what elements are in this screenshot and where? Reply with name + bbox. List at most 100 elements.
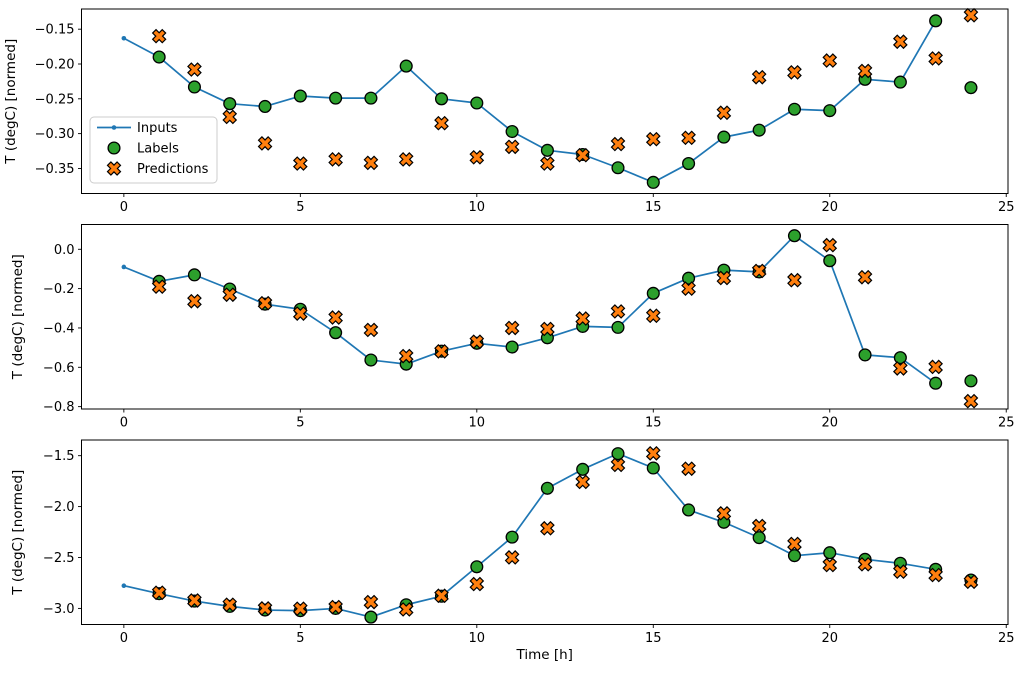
- subplot-1: −0.15 −0.20 −0.25 −0.30 −0.35 0 5 10 15 20 25 T (de…: [3, 7, 1015, 215]
- prediction-x-marker: [328, 599, 343, 615]
- label-circle-marker: [717, 130, 731, 144]
- y-tick-label: −0.20: [35, 58, 75, 73]
- inputs-line-series: [121, 233, 938, 386]
- prediction-x-marker: [857, 63, 873, 79]
- label-circle-marker: [787, 229, 802, 243]
- x-tick-label: 15: [645, 416, 662, 431]
- y-tick-label: −3.0: [43, 602, 75, 617]
- inputs-dot-marker: [121, 583, 127, 589]
- labels-series: [152, 229, 978, 390]
- prediction-x-marker: [540, 321, 555, 337]
- label-circle-marker: [399, 59, 413, 73]
- prediction-x-marker: [434, 344, 449, 359]
- y-tick-label: −2.5: [43, 551, 75, 566]
- label-circle-marker: [929, 376, 943, 390]
- label-circle-marker: [576, 462, 590, 476]
- axes-frame: [81, 8, 1009, 194]
- label-circle-marker: [505, 340, 519, 354]
- prediction-x-marker: [504, 550, 520, 565]
- y-axis-label: T (degC) [normed]: [10, 254, 26, 380]
- label-circle-marker: [964, 81, 978, 95]
- x-tick-label: 5: [296, 631, 304, 646]
- prediction-x-marker: [928, 359, 943, 375]
- label-circle-marker: [364, 91, 378, 105]
- prediction-x-marker: [257, 136, 273, 151]
- label-circle-marker: [787, 549, 802, 563]
- y-axis-label: T (degC) [normed]: [3, 39, 19, 165]
- x-tick-label: 15: [645, 631, 662, 646]
- prediction-x-marker: [540, 156, 555, 171]
- legend: Inputs Labels Predictions: [89, 116, 218, 184]
- legend-item-label: Labels: [137, 142, 179, 157]
- x-tick-label: 15: [645, 200, 662, 215]
- label-circle-marker: [682, 271, 696, 285]
- prediction-x-marker: [892, 564, 908, 580]
- label-circle-marker: [646, 286, 660, 300]
- x-axis-label: Time [h]: [516, 647, 573, 663]
- label-circle-marker: [540, 143, 554, 157]
- prediction-x-marker: [434, 588, 449, 604]
- axes-frame: [81, 439, 1009, 625]
- x-tick-label: 20: [821, 200, 838, 215]
- prediction-x-marker: [222, 597, 238, 613]
- prediction-x-marker: [257, 601, 273, 616]
- label-circle-marker: [293, 89, 307, 103]
- y-tick-label: −0.35: [35, 162, 75, 177]
- prediction-x-marker: [151, 28, 167, 44]
- label-circle-marker: [364, 610, 378, 624]
- prediction-x-marker: [434, 115, 449, 131]
- prediction-x-marker: [892, 361, 908, 376]
- x-tick-label: 25: [998, 631, 1015, 646]
- prediction-x-marker: [787, 65, 802, 80]
- label-circle-marker: [858, 348, 872, 362]
- prediction-x-marker: [610, 304, 626, 319]
- prediction-x-marker: [328, 152, 343, 167]
- label-circle-marker: [646, 461, 660, 475]
- label-circle-marker: [223, 97, 237, 111]
- inputs-line: [123, 20, 937, 184]
- prediction-x-marker: [963, 574, 979, 590]
- label-circle-marker: [893, 351, 907, 365]
- label-circle-marker: [752, 123, 766, 137]
- prediction-x-marker: [681, 281, 696, 296]
- prediction-x-marker: [328, 310, 343, 325]
- prediction-x-marker: [681, 130, 696, 146]
- prediction-x-marker: [363, 594, 379, 610]
- x-tick-label: 0: [120, 200, 128, 215]
- prediction-x-marker: [645, 445, 661, 461]
- prediction-x-marker: [610, 457, 626, 473]
- label-circle-marker: [611, 320, 625, 334]
- label-circle-marker: [682, 503, 696, 517]
- prediction-x-marker: [398, 348, 414, 364]
- prediction-x-marker: [151, 279, 167, 295]
- legend-item-label: Predictions: [137, 162, 209, 177]
- y-tick-label: 0.0: [54, 243, 75, 258]
- label-circle-marker: [258, 99, 272, 114]
- prediction-x-marker: [187, 62, 202, 77]
- label-circle-marker: [364, 353, 378, 367]
- y-tick-label: −0.4: [43, 321, 75, 336]
- legend-box: [89, 116, 218, 184]
- prediction-x-marker: [363, 155, 379, 171]
- label-circle-marker: [646, 175, 660, 189]
- axes-frame: [81, 224, 1009, 410]
- label-circle-marker: [329, 91, 343, 105]
- prediction-x-marker: [575, 474, 591, 490]
- y-tick-label: −0.8: [43, 400, 75, 415]
- label-circle-marker: [929, 14, 943, 28]
- prediction-x-marker: [398, 152, 414, 167]
- prediction-x-marker: [716, 270, 732, 286]
- y-tick-label: −0.15: [35, 23, 75, 38]
- x-tick-label: 20: [821, 631, 838, 646]
- prediction-x-marker: [469, 334, 485, 350]
- x-tick-label: 0: [120, 631, 128, 646]
- prediction-x-marker: [398, 602, 414, 617]
- prediction-x-marker: [292, 601, 308, 617]
- prediction-x-marker: [222, 109, 238, 125]
- prediction-x-marker: [751, 69, 767, 85]
- predictions-series: [151, 237, 979, 409]
- y-tick-label: −0.6: [43, 361, 75, 376]
- prediction-x-marker: [963, 393, 979, 409]
- inputs-dot-marker: [121, 264, 127, 270]
- prediction-x-marker: [928, 567, 943, 583]
